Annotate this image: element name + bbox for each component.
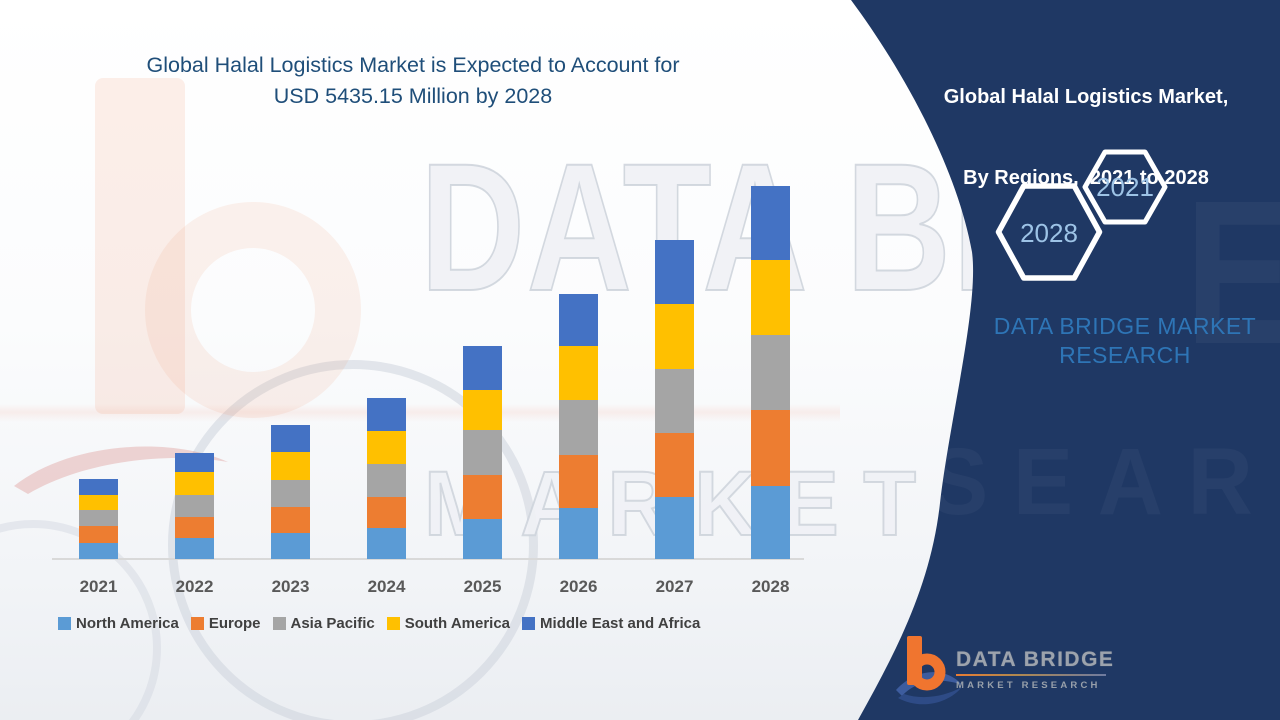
footer-logo-name: DATA BRIDGE	[956, 648, 1115, 671]
bar-segment-north-america	[271, 532, 310, 559]
hexagon-2021-label: 2021	[1096, 172, 1154, 202]
bar-segment-europe	[463, 474, 502, 519]
bar-2026	[559, 293, 598, 559]
bar-segment-south-america	[79, 494, 118, 511]
legend-label-asia-pacific: Asia Pacific	[290, 615, 375, 632]
bar-segment-asia-pacific	[751, 335, 790, 411]
bar-segment-asia-pacific	[655, 369, 694, 433]
bar-2028	[751, 186, 790, 559]
bar-segment-south-america	[559, 346, 598, 400]
hexagon-2028-label: 2028	[1020, 218, 1078, 248]
chart-title-line2: USD 5435.15 Million by 2028	[273, 84, 553, 108]
bar-segment-south-america	[271, 451, 310, 480]
legend-swatch-north-america	[58, 617, 71, 630]
legend-swatch-middle-east-and-africa	[522, 617, 536, 630]
legend-swatch-south-america	[386, 617, 400, 630]
chart-title-line1: Global Halal Logistics Market is Expecte…	[146, 53, 680, 77]
bar-segment-europe	[175, 517, 214, 538]
background-ring-watermark	[168, 360, 538, 720]
footer-logo-subtitle: MARKET RESEARCH	[956, 680, 1101, 691]
x-axis-label-2023: 2023	[271, 577, 310, 596]
bar-2021	[79, 479, 118, 559]
legend-label-middle-east-and-africa: Middle East and Africa	[540, 615, 701, 632]
bar-segment-north-america	[463, 518, 502, 559]
bar-segment-north-america	[175, 538, 214, 559]
panel-title: Global Halal Logistics Market, By Region…	[908, 30, 1264, 246]
bar-segment-middle-east-and-africa	[559, 293, 598, 347]
bar-segment-south-america	[751, 260, 790, 336]
bar-segment-asia-pacific	[367, 463, 406, 497]
bar-segment-north-america	[559, 508, 598, 559]
bar-segment-middle-east-and-africa	[367, 397, 406, 431]
bar-2027	[655, 240, 694, 559]
brand-wordmark-line2: RESEARCH	[1059, 342, 1191, 368]
hexagon-2021: 2021	[1082, 149, 1168, 225]
legend-label-north-america: North America	[76, 615, 179, 632]
bar-2024	[367, 397, 406, 559]
legend-swatch-europe	[190, 617, 204, 630]
bar-segment-asia-pacific	[463, 430, 502, 475]
bar-segment-south-america	[367, 430, 406, 464]
x-axis-label-2022: 2022	[175, 577, 214, 596]
bar-segment-asia-pacific	[175, 494, 214, 518]
legend-item-europe: Europe	[190, 615, 261, 632]
bar-segment-middle-east-and-africa	[463, 346, 502, 391]
x-axis-label-2021: 2021	[79, 577, 118, 596]
dbmr-logo-icon	[896, 636, 962, 705]
bar-segment-middle-east-and-africa	[655, 240, 694, 304]
bar-segment-europe	[367, 496, 406, 528]
year-hexagons: 2021 2028	[995, 149, 1168, 281]
bar-segment-north-america	[367, 527, 406, 559]
legend-item-middle-east-and-africa: Middle East and Africa	[522, 615, 700, 632]
bar-segment-europe	[79, 526, 118, 543]
bar-segment-south-america	[655, 303, 694, 370]
x-axis-label-2028: 2028	[751, 577, 790, 596]
legend-item-south-america: South America	[386, 615, 511, 632]
bar-segment-europe	[271, 506, 310, 533]
watermark-swoosh-icon	[14, 446, 228, 494]
bar-segment-asia-pacific	[271, 479, 310, 507]
bar-segment-north-america	[751, 485, 790, 559]
watermark-red-band	[0, 404, 840, 422]
bar-segment-middle-east-and-africa	[79, 479, 118, 495]
bar-segment-middle-east-and-africa	[751, 186, 790, 261]
bar-segment-asia-pacific	[79, 510, 118, 527]
legend-item-asia-pacific: Asia Pacific	[272, 615, 375, 632]
bar-segment-north-america	[655, 497, 694, 559]
x-axis-line	[52, 558, 804, 560]
bar-segment-europe	[751, 410, 790, 486]
chart-legend: North America Europe Asia Pacific South Ame…	[58, 615, 700, 632]
bar-segment-north-america	[79, 543, 118, 559]
chart-title: Global Halal Logistics Market is Expecte…	[60, 50, 766, 112]
legend-swatch-asia-pacific	[272, 617, 286, 630]
x-axis-label-2025: 2025	[463, 577, 502, 596]
x-axis-label-2027: 2027	[655, 577, 694, 596]
bar-segment-asia-pacific	[559, 399, 598, 455]
navy-watermark-search: SEARCH	[928, 428, 1280, 537]
legend-label-south-america: South America	[404, 615, 511, 632]
navy-watermark-letter: E	[1185, 155, 1280, 391]
bar-segment-south-america	[463, 390, 502, 431]
x-axis-label-2024: 2024	[367, 577, 406, 596]
bar-segment-middle-east-and-africa	[271, 424, 310, 452]
bar-2023	[271, 424, 310, 559]
bar-2022	[175, 452, 214, 559]
x-axis-label-2026: 2026	[559, 577, 598, 596]
bar-segment-europe	[655, 432, 694, 498]
hexagon-2028: 2028	[995, 183, 1103, 281]
brand-wordmark-line1: DATA BRIDGE MARKET	[993, 313, 1257, 339]
legend-label-europe: Europe	[208, 615, 261, 632]
bar-2025	[463, 346, 502, 559]
brand-wordmark: DATA BRIDGE MARKET RESEARCH	[960, 312, 1280, 370]
panel-title-line1: Global Halal Logistics Market,	[943, 86, 1229, 108]
bar-segment-south-america	[175, 472, 214, 495]
footer-logo-underline	[956, 674, 1106, 676]
bar-segment-middle-east-and-africa	[175, 452, 214, 473]
bar-segment-europe	[559, 454, 598, 509]
legend-item-north-america: North America	[58, 615, 179, 632]
